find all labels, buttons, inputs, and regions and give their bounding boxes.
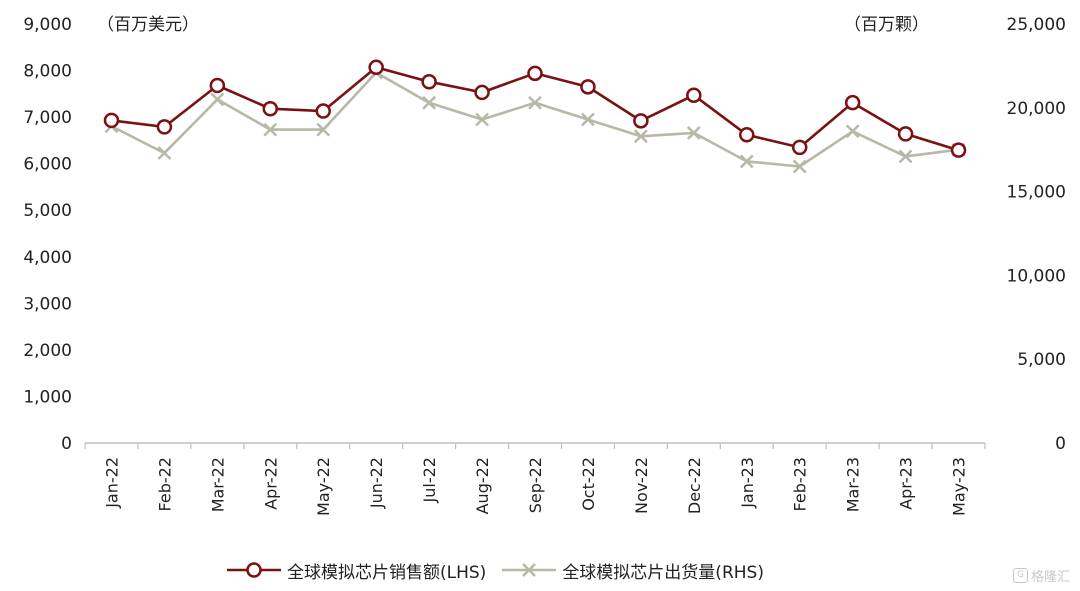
data-point <box>792 159 807 174</box>
left-tick-label: 2,000 <box>23 341 72 361</box>
left-tick-label: 3,000 <box>23 294 72 314</box>
left-tick-label: 7,000 <box>23 108 72 128</box>
x-tick-label: May-23 <box>950 457 969 516</box>
legend-label-sales: 全球模拟芯片销售额(LHS) <box>287 562 487 583</box>
right-tick-label: 5,000 <box>1017 350 1066 370</box>
data-point <box>897 126 914 142</box>
x-marker-stroke <box>157 146 172 160</box>
x-marker-stroke <box>528 95 542 110</box>
data-point <box>474 84 490 101</box>
right-tick-label: 25,000 <box>1007 15 1066 35</box>
right-axis-ticks: 0 5,000 10,000 15,000 20,000 25,000 <box>1007 15 1066 454</box>
left-tick-label: 1,000 <box>23 387 72 407</box>
x-marker-stroke <box>210 92 225 107</box>
data-point <box>103 112 120 129</box>
x-marker-stroke <box>422 95 437 110</box>
data-point <box>422 95 437 110</box>
left-axis-ticks: 0 1,000 2,000 3,000 4,000 5,000 6,000 7,000 8,00… <box>23 15 72 454</box>
x-tick-label: Jan-23 <box>738 457 757 509</box>
data-point <box>791 139 808 156</box>
x-tick-label: Aug-22 <box>473 457 492 514</box>
data-point <box>210 92 225 107</box>
x-tick-label: Oct-22 <box>579 457 598 511</box>
x-tick-label: Nov-22 <box>632 457 651 514</box>
left-tick-label: 6,000 <box>23 155 72 175</box>
x-tick-label: Apr-23 <box>897 457 916 510</box>
x-tick-label: Jan-22 <box>102 457 121 509</box>
x-marker-stroke <box>739 154 754 169</box>
data-point <box>527 65 543 82</box>
legend-item-sales: 全球模拟芯片销售额(LHS) <box>225 558 486 583</box>
legend-label-shipments: 全球模拟芯片出货量(RHS) <box>562 562 764 583</box>
x-tick-label: Feb-23 <box>791 457 810 511</box>
x-tick-label: Dec-22 <box>685 457 704 514</box>
x-tick-label: Mar-22 <box>208 457 227 512</box>
watermark-text: 格隆汇 <box>1030 570 1070 585</box>
right-tick-label: 15,000 <box>1007 183 1066 203</box>
left-tick-label: 0 <box>61 434 72 454</box>
data-point <box>950 142 967 158</box>
x-tick-label: Apr-22 <box>261 457 280 510</box>
left-axis-unit: （百万美元） <box>97 15 199 35</box>
x-marker-stroke <box>316 122 331 137</box>
right-tick-label: 20,000 <box>1007 99 1066 119</box>
gelonghui-logo-icon: G <box>1012 568 1028 583</box>
data-point <box>581 112 595 127</box>
x-tick-label: Sep-22 <box>526 457 545 513</box>
x-marker-stroke <box>581 112 595 127</box>
data-point <box>528 95 542 110</box>
right-tick-label: 0 <box>1055 434 1066 454</box>
x-tick-label: Mar-23 <box>844 457 863 512</box>
data-point <box>898 149 913 164</box>
data-point <box>739 154 754 169</box>
data-point <box>156 119 173 135</box>
series-layer <box>103 59 967 174</box>
series-shipments <box>104 65 966 174</box>
data-point <box>633 113 649 129</box>
data-point <box>686 87 702 103</box>
data-point <box>316 122 331 137</box>
x-tick-label: Jul-22 <box>420 457 439 503</box>
data-point <box>157 146 172 160</box>
x-marker-stroke <box>845 124 860 139</box>
data-point <box>580 79 596 95</box>
data-point <box>845 124 860 139</box>
data-point <box>262 100 279 117</box>
x-marker-stroke <box>898 149 913 164</box>
x-tick-label: Feb-22 <box>155 457 174 511</box>
data-point <box>475 112 489 127</box>
axes <box>84 442 986 449</box>
x-tick-label: Jun-22 <box>367 457 386 509</box>
data-point <box>686 126 701 140</box>
data-point <box>739 127 755 143</box>
data-point <box>209 77 226 94</box>
right-axis-unit: （百万颗） <box>844 15 929 35</box>
data-point <box>368 59 384 76</box>
left-tick-label: 5,000 <box>23 201 72 221</box>
legend-item-shipments: 全球模拟芯片出货量(RHS) <box>500 558 764 583</box>
legend-marker-circle-icon <box>227 562 281 578</box>
series-sales <box>103 59 967 158</box>
right-tick-label: 10,000 <box>1007 266 1066 286</box>
x-marker-stroke <box>686 126 701 140</box>
x-tick-label: May-22 <box>314 457 333 516</box>
data-point <box>315 103 331 119</box>
data-point <box>844 94 861 111</box>
data-point <box>633 129 648 144</box>
x-marker-stroke <box>792 159 807 174</box>
data-point <box>421 73 437 90</box>
x-axis-ticks: Jan-22 Feb-22 Mar-22 Apr-22 May-22 Jun-22 Jul-… <box>102 457 968 516</box>
x-marker-stroke <box>263 122 278 137</box>
data-point <box>263 122 278 137</box>
legend: 全球模拟芯片销售额(LHS) 全球模拟芯片出货量(RHS) <box>225 556 778 584</box>
x-marker-stroke <box>475 112 489 127</box>
left-tick-label: 4,000 <box>23 248 72 268</box>
legend-marker-x-icon <box>502 563 557 577</box>
left-tick-label: 8,000 <box>23 62 72 82</box>
x-marker-stroke <box>633 129 648 144</box>
watermark: G 格隆汇 <box>1012 566 1070 585</box>
chart: 0 1,000 2,000 3,000 4,000 5,000 6,000 7,000 8,00… <box>23 15 1066 516</box>
left-tick-label: 9,000 <box>23 15 72 35</box>
